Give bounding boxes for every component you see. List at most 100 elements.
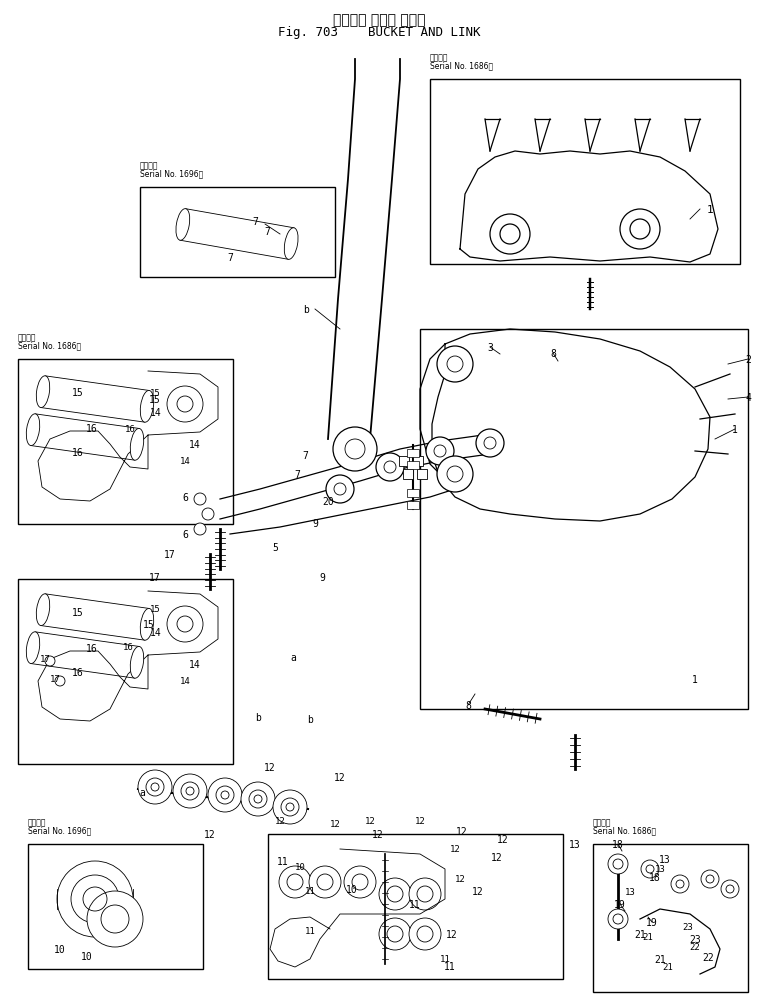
Text: 22: 22 [702, 952, 714, 962]
Circle shape [608, 909, 628, 929]
Circle shape [216, 787, 234, 805]
Circle shape [173, 775, 207, 809]
Circle shape [671, 875, 689, 893]
Ellipse shape [140, 391, 154, 423]
Ellipse shape [140, 609, 154, 640]
Circle shape [101, 905, 129, 933]
Text: Serial No. 1686－: Serial No. 1686－ [593, 826, 656, 835]
Text: 9: 9 [319, 572, 325, 582]
Text: 14: 14 [150, 627, 162, 637]
Circle shape [641, 860, 659, 878]
Circle shape [146, 779, 164, 797]
Circle shape [620, 209, 660, 249]
Text: 17: 17 [149, 572, 161, 582]
Text: 適用号機: 適用号機 [18, 333, 36, 342]
Circle shape [317, 874, 333, 890]
Circle shape [208, 779, 242, 813]
Text: 18: 18 [649, 872, 661, 882]
Text: 8: 8 [550, 349, 556, 359]
Circle shape [409, 918, 441, 950]
Text: 19: 19 [614, 899, 626, 909]
Bar [430, 80, 740, 265]
Ellipse shape [130, 647, 144, 678]
Text: 12: 12 [491, 852, 503, 862]
Ellipse shape [36, 377, 50, 408]
Text: 11: 11 [440, 955, 450, 964]
Text: 7: 7 [252, 216, 258, 226]
Text: 適用号機: 適用号機 [28, 818, 46, 827]
Circle shape [409, 878, 441, 910]
Circle shape [417, 886, 433, 902]
Text: 11: 11 [305, 887, 315, 896]
Ellipse shape [36, 594, 50, 626]
Ellipse shape [130, 429, 144, 461]
Circle shape [167, 606, 203, 642]
Text: b: b [255, 712, 261, 722]
Circle shape [55, 676, 65, 686]
Text: 12: 12 [264, 763, 276, 773]
Text: 11: 11 [409, 899, 421, 909]
Text: 12: 12 [334, 773, 346, 783]
Circle shape [281, 799, 299, 817]
Text: 6: 6 [182, 493, 188, 502]
Ellipse shape [27, 415, 39, 446]
Bar [18, 360, 233, 524]
Text: 23: 23 [683, 923, 694, 932]
Text: 14: 14 [180, 457, 190, 466]
Text: 16: 16 [72, 667, 84, 677]
Circle shape [194, 523, 206, 535]
Text: 21: 21 [643, 933, 653, 942]
Circle shape [476, 430, 504, 458]
Bar [28, 844, 203, 969]
Circle shape [437, 347, 473, 383]
Bar [407, 462, 419, 470]
Text: 16: 16 [86, 424, 98, 434]
Circle shape [376, 454, 404, 482]
Text: 15: 15 [143, 619, 155, 629]
Text: 19: 19 [646, 917, 658, 927]
Text: 14: 14 [190, 440, 201, 450]
Circle shape [249, 791, 267, 809]
Bar [407, 501, 419, 509]
Text: 12: 12 [472, 886, 484, 896]
Circle shape [87, 891, 143, 947]
Bar [407, 450, 419, 458]
Circle shape [701, 870, 719, 888]
Bar [420, 330, 748, 709]
Text: 22: 22 [690, 943, 700, 952]
Text: 7: 7 [294, 470, 300, 480]
Bar [417, 470, 427, 480]
Text: 15: 15 [149, 388, 161, 397]
Bar [18, 579, 233, 765]
Ellipse shape [176, 209, 190, 241]
Text: 10: 10 [346, 884, 358, 894]
Bar [593, 844, 748, 992]
Text: 12: 12 [365, 817, 375, 826]
Text: 17: 17 [39, 655, 50, 664]
Text: Serial No. 1696～: Serial No. 1696～ [140, 168, 203, 177]
Text: 10: 10 [295, 863, 305, 872]
Circle shape [287, 874, 303, 890]
Circle shape [352, 874, 368, 890]
Circle shape [71, 875, 119, 923]
Text: 5: 5 [272, 542, 278, 552]
Text: バケット および リンク: バケット および リンク [333, 13, 425, 27]
Text: b: b [307, 714, 313, 724]
Circle shape [379, 878, 411, 910]
Circle shape [344, 866, 376, 898]
Text: 16: 16 [123, 643, 133, 652]
Text: 13: 13 [655, 865, 666, 874]
Text: 20: 20 [322, 497, 334, 506]
Text: 7: 7 [302, 451, 308, 461]
Ellipse shape [27, 632, 39, 664]
Text: 12: 12 [497, 835, 509, 844]
Text: 15: 15 [149, 395, 161, 405]
Text: 8: 8 [465, 700, 471, 710]
Circle shape [721, 880, 739, 898]
Text: 14: 14 [150, 408, 162, 418]
Circle shape [333, 428, 377, 472]
Bar [399, 457, 409, 467]
Text: 7: 7 [227, 253, 233, 263]
Circle shape [273, 791, 307, 825]
Text: 10: 10 [54, 944, 66, 954]
